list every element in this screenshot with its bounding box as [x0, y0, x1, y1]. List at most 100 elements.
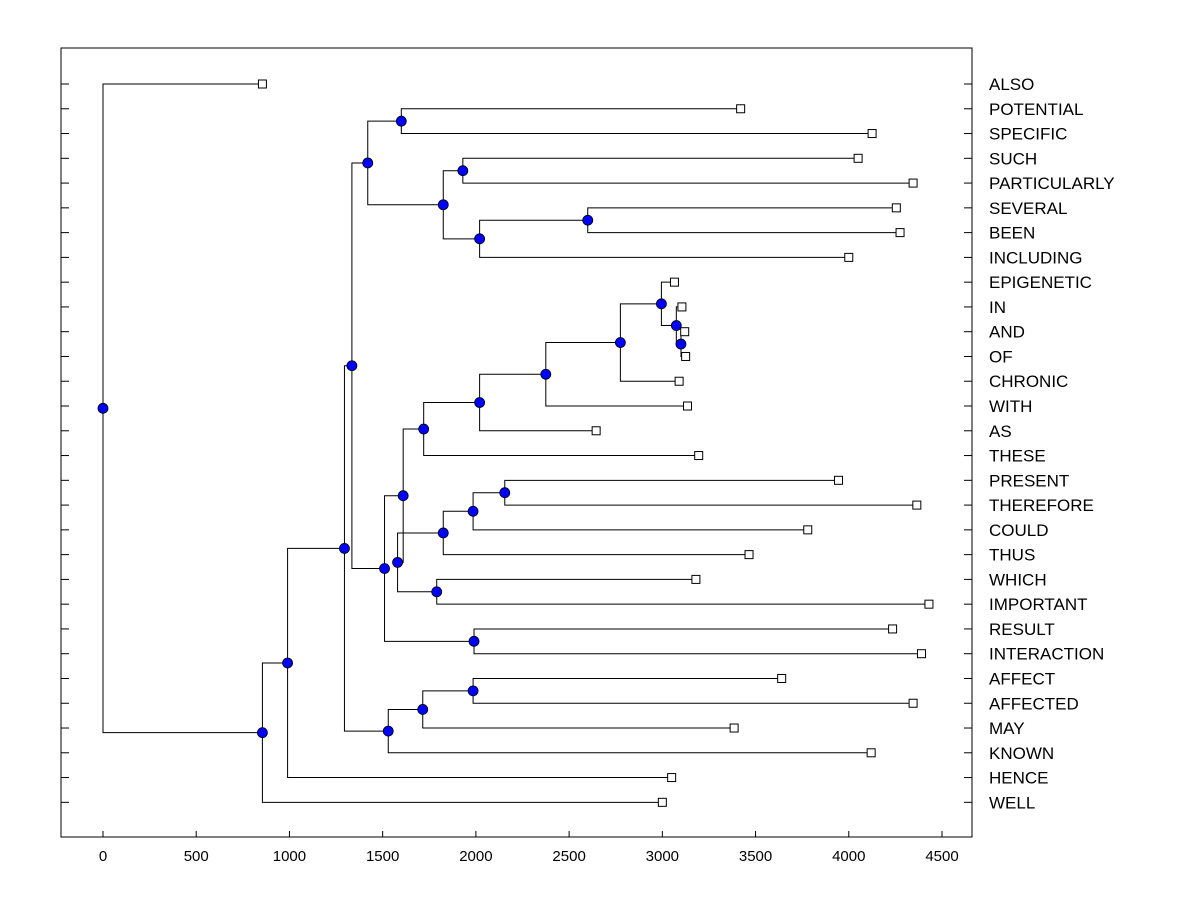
leaf-marker-with: [683, 401, 693, 411]
merge-node-n16: [395, 115, 407, 127]
merge-nodes: [97, 115, 687, 739]
x-tick-label: 1000: [273, 848, 306, 865]
leaf-marker-present: [834, 475, 844, 485]
branch-n25-n24: [387, 708, 423, 732]
leaf-label-which: WHICH: [989, 570, 1047, 589]
branch-n12-n11: [397, 562, 437, 593]
branch-n10-thus: [442, 532, 750, 556]
branch-n15-n14: [384, 568, 475, 642]
leaf-label-important: IMPORTANT: [989, 595, 1088, 614]
leaf-marker-known: [866, 748, 876, 758]
merge-node-n22: [346, 360, 358, 372]
leaf-label-therefore: THEREFORE: [989, 496, 1094, 515]
leaf-label-known: KNOWN: [989, 744, 1054, 763]
leaf-label-these: THESE: [989, 447, 1046, 466]
leaf-label-particularly: PARTICULARLY: [989, 174, 1115, 193]
branch-n29-n28: [102, 408, 263, 734]
merge-node-n26: [339, 543, 350, 554]
x-tick-label: 2000: [459, 848, 492, 865]
merge-node-n24: [417, 704, 429, 715]
branch-n12-n10: [397, 532, 444, 563]
leaf-label-such: SUCH: [989, 149, 1037, 168]
merge-node-n21: [362, 157, 374, 169]
branch-n23-affected: [472, 690, 914, 704]
leaf-label-may: MAY: [989, 719, 1025, 738]
branch-n27-n26: [287, 547, 345, 663]
branch-n7-n6: [423, 402, 480, 430]
branch-n22-n21: [351, 162, 368, 366]
branch-n13-n12: [397, 495, 404, 563]
leaf-marker-epigenetic: [669, 277, 679, 287]
branch-n22-n15: [351, 365, 385, 570]
branch-n24-may: [422, 709, 735, 729]
branch-n15-n13: [384, 495, 404, 569]
merge-node-n12: [392, 556, 403, 568]
branch-n25-known: [387, 731, 872, 754]
leaf-label-with: WITH: [989, 397, 1032, 416]
leaf-marker-also: [257, 79, 267, 89]
leaf-marker-result: [888, 624, 898, 634]
x-tick-label: 4500: [925, 848, 958, 865]
leaf-label-interaction: INTERACTION: [989, 645, 1104, 664]
branch-n9-could: [472, 511, 808, 531]
branch-n19-n18: [479, 219, 588, 239]
x-tick-label: 4000: [832, 848, 865, 865]
merge-node-n20: [437, 199, 449, 211]
merge-node-n6: [474, 397, 486, 408]
merge-node-n18: [582, 214, 594, 226]
x-tick-label: 3000: [646, 848, 679, 865]
branch-n5-n4: [545, 342, 621, 375]
merge-node-n10: [437, 527, 449, 539]
leaf-label-of: OF: [989, 347, 1013, 366]
leaf-label-affect: AFFECT: [989, 669, 1055, 688]
branch-n28-well: [261, 732, 663, 803]
leaf-marker-as: [591, 426, 601, 436]
branch-n9-n8: [472, 492, 505, 512]
leaf-label-present: PRESENT: [989, 471, 1069, 490]
leaf-label-potential: POTENTIAL: [989, 100, 1083, 119]
merge-node-n29: [97, 402, 109, 414]
x-tick-label: 0: [99, 848, 107, 865]
leaf-label-specific: SPECIFIC: [989, 125, 1067, 144]
merge-node-n3: [656, 298, 667, 310]
branch-n17-particularly: [462, 170, 914, 184]
merge-node-n2: [670, 320, 682, 331]
branch-n11-which: [436, 578, 696, 592]
leaf-marker-potential: [736, 104, 746, 114]
merge-node-n17: [457, 165, 469, 177]
leaf-marker-affect: [777, 673, 787, 683]
merge-node-n28: [257, 727, 268, 739]
leaf-label-as: AS: [989, 422, 1012, 441]
branch-n16-specific: [400, 121, 873, 135]
leaf-label-chronic: CHRONIC: [989, 372, 1068, 391]
leaf-marker-may: [729, 723, 739, 733]
branch-n8-present: [504, 479, 839, 493]
merge-node-n8: [499, 487, 511, 499]
branch-n29-also: [102, 83, 263, 409]
leaf-marker-interaction: [916, 649, 926, 659]
merge-node-n11: [431, 586, 443, 598]
leaf-marker-in: [677, 302, 687, 312]
leaf-marker-well: [657, 797, 667, 807]
leaf-marker-which: [691, 574, 701, 584]
leaf-marker-been: [895, 228, 905, 238]
merge-node-n14: [468, 635, 480, 647]
branch-n20-n17: [442, 170, 463, 205]
branch-n26-n25: [343, 548, 389, 732]
leaf-marker-several: [891, 203, 901, 213]
leaf-label-could: COULD: [989, 521, 1049, 540]
branch-n26-n22: [343, 365, 352, 549]
branch-n20-n19: [442, 204, 480, 240]
leaf-marker-specific: [867, 129, 877, 139]
merge-node-n15: [379, 563, 390, 574]
leaf-marker-particularly: [908, 178, 918, 188]
branch-n24-n23: [422, 690, 474, 710]
merge-node-n27: [282, 657, 293, 669]
x-tick-label: 3500: [739, 848, 772, 865]
merge-node-n1: [675, 338, 687, 350]
merge-node-n25: [382, 725, 394, 737]
branch-n6-n5: [479, 373, 546, 403]
leaf-marker-chronic: [674, 376, 684, 386]
leaf-markers: [257, 79, 934, 807]
